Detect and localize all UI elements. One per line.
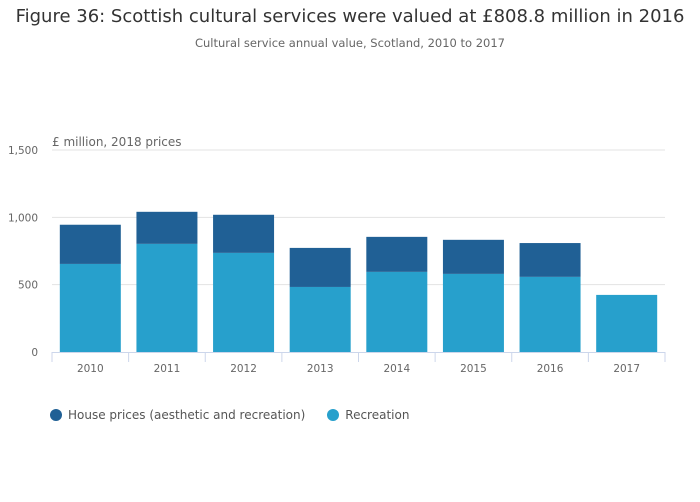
bar-recreation	[519, 276, 581, 352]
chart-title: Figure 36: Scottish cultural services we…	[15, 6, 685, 27]
x-tick-label: 2010	[77, 363, 104, 375]
bar-recreation	[289, 286, 351, 352]
chart-subtitle: Cultural service annual value, Scotland,…	[194, 36, 506, 50]
legend-marker	[327, 409, 340, 421]
x-tick-label: 2017	[613, 363, 640, 375]
bar-recreation	[366, 271, 428, 352]
bar-recreation	[136, 243, 198, 352]
y-axis-label: £ million, 2018 prices	[52, 135, 182, 149]
x-tick-label: 2016	[537, 363, 564, 375]
y-tick-label: 1,000	[8, 212, 38, 224]
bar-house-prices	[519, 243, 581, 277]
bar-recreation	[59, 263, 121, 352]
x-tick-label: 2012	[230, 363, 257, 375]
x-tick-label: 2015	[460, 363, 487, 375]
legend-marker	[50, 409, 62, 421]
legend-label: House prices (aesthetic and recreation)	[68, 408, 306, 422]
bar-recreation	[442, 273, 504, 352]
y-tick-label: 0	[31, 347, 38, 359]
legend-item-house-prices[interactable]: House prices (aesthetic and recreation)	[50, 408, 305, 422]
bar-recreation	[596, 294, 658, 352]
y-tick-label: 500	[18, 280, 38, 292]
x-tick-label: 2013	[307, 363, 334, 375]
bar-house-prices	[213, 214, 275, 253]
bar-house-prices	[442, 239, 504, 274]
bar-house-prices	[136, 211, 198, 244]
bar-house-prices	[366, 236, 428, 272]
bar-house-prices	[289, 247, 351, 287]
legend-item-recreation[interactable]: Recreation	[327, 408, 409, 422]
x-tick-label: 2011	[154, 363, 181, 375]
legend-label: Recreation	[345, 408, 410, 422]
bar-recreation	[213, 252, 275, 352]
bar-house-prices	[59, 224, 121, 264]
y-tick-label: 1,500	[8, 145, 38, 157]
x-tick-label: 2014	[383, 363, 410, 375]
legend: House prices (aesthetic and recreation) …	[50, 408, 409, 422]
